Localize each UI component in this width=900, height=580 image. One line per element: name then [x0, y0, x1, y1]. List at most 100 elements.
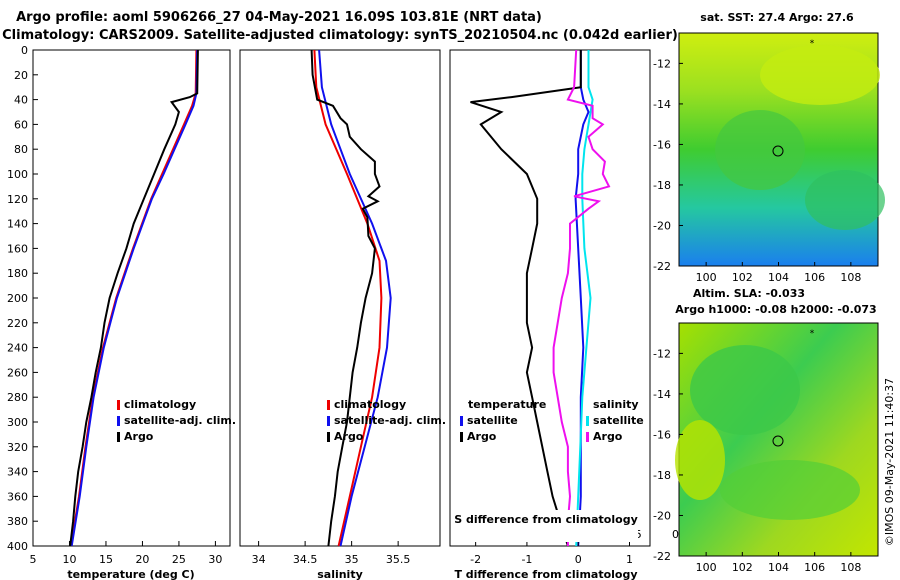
difference-plot-frame	[449, 49, 651, 547]
legend-label-t-argo: Argo	[467, 430, 497, 443]
sst-argo-marker	[772, 145, 784, 157]
depth-tick-label: 60	[14, 118, 28, 131]
legend-swatch-t-argo	[460, 432, 463, 442]
salinity-plot-frame	[239, 49, 441, 547]
depth-tick-label: 180	[7, 267, 28, 280]
sla-map: Altim. SLA: -0.033 Argo h1000: -0.08 h20…	[653, 287, 879, 574]
temperature-legend: climatology satellite-adj. clim. Argo	[117, 398, 236, 443]
legend-label-s-satellite: satellite	[593, 414, 644, 427]
sla-map-lon-ticks: 100 102 104 106 108	[696, 552, 861, 574]
sla-argo-marker	[772, 435, 784, 447]
title-line-1: Argo profile: aoml 5906266_27 04-May-202…	[16, 10, 542, 25]
legend-label-s-argo: Argo	[593, 430, 623, 443]
series-line-satellite-adj-clim-	[318, 49, 392, 547]
lon-tick-label: 108	[840, 561, 861, 574]
lon-tick-label: 102	[732, 561, 753, 574]
s-difference-x-label: S difference from climatology	[454, 513, 638, 526]
legend-swatch-argo	[327, 432, 330, 442]
depth-tick-label: 220	[7, 317, 28, 330]
x-tick-label: 5	[30, 553, 37, 566]
legend-swatch-s-satellite	[586, 416, 589, 426]
depth-tick-label: 120	[7, 193, 28, 206]
legend-swatch-satellite	[117, 416, 120, 426]
t-difference-x-label: T difference from climatology	[454, 568, 637, 580]
lat-tick-label: -20	[653, 219, 671, 232]
legend-label-satellite: satellite-adj. clim.	[334, 414, 446, 427]
depth-tick-label: 300	[7, 416, 28, 429]
lat-tick-label: -20	[653, 509, 671, 522]
depth-tick-label: 340	[7, 466, 28, 479]
sst-cool-patch	[715, 110, 805, 190]
legend-label-climatology: climatology	[124, 398, 196, 411]
lon-tick-label: 106	[804, 561, 825, 574]
lon-tick-label: 104	[768, 271, 789, 284]
series-line-argo	[69, 49, 199, 547]
temperature-x-label: temperature (deg C)	[67, 568, 194, 580]
lon-tick-label: 104	[768, 561, 789, 574]
temperature-panel: 5 10 15 20 25 30 0 20 40 60 80 100 120 140 160 180 200 2…	[7, 44, 455, 580]
x-tick-label: 35.5	[386, 553, 411, 566]
difference-legend: temperature satellite Argo salinity sate…	[460, 398, 644, 443]
legend-head-temperature: temperature	[468, 398, 546, 411]
depth-tick-label: 0	[21, 44, 28, 57]
x-tick-label: 25	[172, 553, 186, 566]
legend-head-salinity: salinity	[593, 398, 639, 411]
depth-tick-label: 200	[7, 292, 28, 305]
series-line-satellite-adj-clim-	[70, 49, 199, 547]
x-tick-label: 35	[345, 553, 359, 566]
x-tick-label: 10	[62, 553, 76, 566]
lat-tick-label: -18	[653, 469, 671, 482]
depth-tick-label: 80	[14, 143, 28, 156]
temperature-x-ticks: 5 10 15 20 25 30	[30, 541, 222, 566]
salinity-legend: climatology satellite-adj. clim. Argo	[327, 398, 446, 443]
x-tick-label: 34	[252, 553, 266, 566]
depth-tick-label: 40	[14, 94, 28, 107]
salinity-x-label: salinity	[317, 568, 363, 580]
legend-swatch-t-satellite	[460, 416, 463, 426]
series-line-climatology	[313, 49, 383, 547]
x-tick-label: 30	[208, 553, 222, 566]
lon-tick-label: 100	[696, 561, 717, 574]
lon-tick-label: 106	[804, 271, 825, 284]
legend-swatch-climatology	[117, 400, 120, 410]
legend-label-argo: Argo	[334, 430, 364, 443]
legend-swatch-climatology	[327, 400, 330, 410]
lat-tick-label: -12	[653, 57, 671, 70]
series-line-salinity-satellite	[575, 50, 594, 547]
sla-map-title: Altim. SLA: -0.033	[693, 287, 805, 300]
lat-tick-label: -12	[653, 347, 671, 360]
difference-lines	[470, 49, 611, 547]
x-tick-label: 15	[99, 553, 113, 566]
depth-tick-label: 360	[7, 490, 28, 503]
depth-tick-label: 100	[7, 168, 28, 181]
sst-star-marker: *	[810, 39, 815, 49]
lat-tick-label: -22	[653, 550, 671, 563]
depth-tick-label: 240	[7, 342, 28, 355]
temperature-depth-ticks: 0 20 40 60 80 100 120 140 160 180 200 220 240 260 280 3…	[7, 44, 455, 553]
x-tick-label: -1	[521, 553, 532, 566]
sla-star-marker: *	[810, 329, 815, 339]
x-tick-label: 34.5	[293, 553, 318, 566]
sst-map-title: sat. SST: 27.4 Argo: 27.6	[700, 11, 854, 24]
sst-map: sat. SST: 27.4 Argo: 27.6 * -12 -14 -16 -18…	[653, 11, 885, 284]
sla-map-lat-ticks: -12 -14 -16 -18 -20 -22	[653, 347, 683, 563]
sst-map-lat-ticks: -12 -14 -16 -18 -20 -22	[653, 57, 683, 273]
legend-label-climatology: climatology	[334, 398, 406, 411]
x-tick-label: 20	[135, 553, 149, 566]
lat-tick-label: -16	[653, 138, 671, 151]
lat-tick-label: -18	[653, 179, 671, 192]
sst-map-lon-ticks: 100 102 104 106 108	[696, 262, 861, 284]
depth-tick-label: 140	[7, 218, 28, 231]
x-tick-label: -2	[470, 553, 481, 566]
sla-map-subtitle: Argo h1000: -0.08 h2000: -0.073	[675, 303, 876, 316]
lat-tick-label: -14	[653, 98, 671, 111]
depth-tick-label: 320	[7, 441, 28, 454]
s-difference-label-bg	[456, 510, 638, 542]
series-line-temperature-argo	[470, 50, 582, 547]
lon-tick-label: 108	[840, 271, 861, 284]
lon-tick-label: 102	[732, 271, 753, 284]
depth-tick-label: 280	[7, 391, 28, 404]
title-line-2: Climatology: CARS2009. Satellite-adjuste…	[2, 28, 678, 43]
temperature-lines	[69, 49, 199, 547]
